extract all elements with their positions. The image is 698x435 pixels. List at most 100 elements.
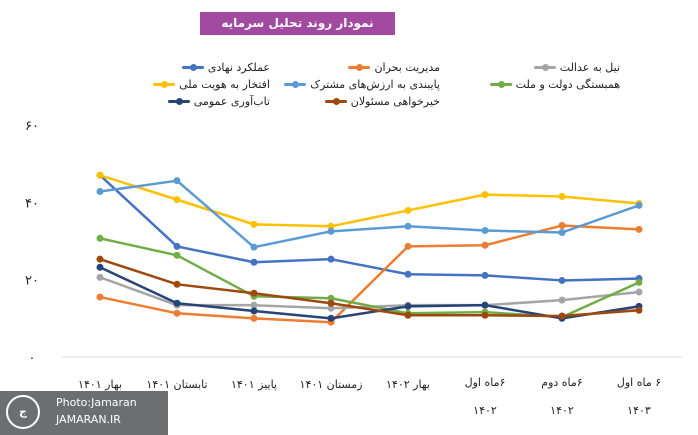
legend-label: نیل به عدالت	[559, 61, 620, 74]
data-point	[481, 271, 489, 279]
data-point	[635, 288, 643, 296]
legend-swatch	[348, 63, 371, 71]
x-tick-label-year: ۱۴۰۲	[550, 404, 574, 417]
x-tick-label: ۶ماه دوم	[541, 376, 582, 389]
legend-item: افتخار به هویت ملی	[153, 78, 270, 91]
legend-swatch	[284, 80, 307, 88]
data-point	[481, 241, 489, 249]
series-line	[99, 257, 640, 318]
data-point	[481, 227, 489, 235]
legend-swatch	[533, 63, 556, 71]
watermark-line2: JAMARAN.IR	[56, 413, 121, 426]
data-point	[173, 177, 181, 185]
legend-item: عملکرد نهادی	[181, 61, 270, 74]
data-point	[327, 255, 335, 263]
data-point	[481, 311, 489, 319]
data-point	[558, 222, 566, 230]
data-point	[250, 243, 258, 251]
legend-label: تاب‌آوری عمومی	[193, 95, 270, 108]
series-line	[99, 174, 640, 282]
chart-title: نمودار روند تحلیل سرمایه اجتماعی	[200, 12, 395, 53]
legend-swatch	[181, 63, 204, 71]
legend-swatch	[324, 97, 347, 105]
data-point	[558, 228, 566, 236]
data-point	[327, 299, 335, 307]
x-tick-label: بهار ۱۴۰۲	[386, 378, 430, 391]
data-point	[327, 227, 335, 235]
x-tick-label: زمستان ۱۴۰۱	[300, 378, 363, 391]
legend-label: عملکرد نهادی	[207, 61, 270, 74]
data-point	[481, 191, 489, 199]
data-point	[173, 280, 181, 288]
data-point	[250, 220, 258, 228]
data-point	[96, 255, 104, 263]
data-point	[173, 242, 181, 250]
y-tick-label: ۲۰	[25, 274, 39, 289]
series-line	[99, 179, 640, 249]
legend-label: خیرخواهی مسئولان	[350, 95, 440, 108]
series-line	[99, 224, 640, 324]
data-point	[250, 314, 258, 322]
data-point	[404, 311, 412, 319]
y-tick-label: ۰	[29, 351, 36, 366]
data-point	[173, 196, 181, 204]
data-point	[327, 304, 335, 312]
x-tick-label: بهار ۱۴۰۱	[78, 378, 122, 391]
legend-item: همبستگی دولت و ملت	[489, 78, 620, 91]
x-tick-label: تابستان ۱۴۰۱	[146, 378, 207, 391]
legend-label: همبستگی دولت و ملت	[515, 78, 620, 91]
data-point	[173, 251, 181, 259]
data-point	[250, 289, 258, 297]
legend-item: نیل به عدالت	[533, 61, 620, 74]
data-point	[327, 294, 335, 302]
data-point	[96, 273, 104, 281]
data-point	[96, 263, 104, 271]
legend-swatch	[489, 80, 512, 88]
data-point	[404, 270, 412, 278]
legend-item: خیرخواهی مسئولان	[324, 95, 440, 108]
watermark-line1: Photo:Jamaran	[56, 396, 137, 409]
data-point	[404, 302, 412, 310]
x-tick-label: ۶ ماه اول	[617, 376, 661, 389]
data-point	[96, 234, 104, 242]
data-point	[96, 188, 104, 196]
data-point	[96, 171, 104, 179]
legend-swatch	[167, 97, 190, 105]
data-point	[250, 307, 258, 315]
data-point	[250, 258, 258, 266]
jamaran-logo: ج	[6, 395, 40, 429]
data-point	[250, 301, 258, 309]
legend-label: پایبندی به ارزش‌های مشترک	[310, 78, 440, 91]
data-point	[635, 201, 643, 209]
data-point	[558, 312, 566, 320]
y-tick-label: ۶۰	[25, 119, 39, 134]
data-point	[96, 293, 104, 301]
legend-item: تاب‌آوری عمومی	[167, 95, 270, 108]
watermark: ج Photo:Jamaran JAMARAN.IR	[0, 391, 168, 435]
data-point	[558, 193, 566, 201]
legend-label: مدیریت بحران	[374, 61, 440, 74]
data-point	[173, 299, 181, 307]
data-point	[481, 301, 489, 309]
x-tick-label-year: ۱۴۰۳	[627, 404, 651, 417]
legend-swatch	[153, 80, 176, 88]
data-point	[635, 306, 643, 314]
data-point	[327, 222, 335, 230]
data-point	[173, 309, 181, 317]
y-tick-label: ۴۰	[25, 196, 39, 211]
data-point	[327, 314, 335, 322]
data-point	[404, 222, 412, 230]
data-point	[558, 296, 566, 304]
data-point	[635, 278, 643, 286]
x-tick-label-year: ۱۴۰۲	[473, 404, 497, 417]
data-point	[635, 225, 643, 233]
legend-item: مدیریت بحران	[348, 61, 440, 74]
series-line	[99, 174, 640, 228]
data-point	[404, 206, 412, 214]
legend-item: پایبندی به ارزش‌های مشترک	[284, 78, 440, 91]
series-line	[99, 266, 640, 320]
legend-label: افتخار به هویت ملی	[179, 78, 270, 91]
x-tick-label: پاییز ۱۴۰۱	[231, 378, 277, 391]
